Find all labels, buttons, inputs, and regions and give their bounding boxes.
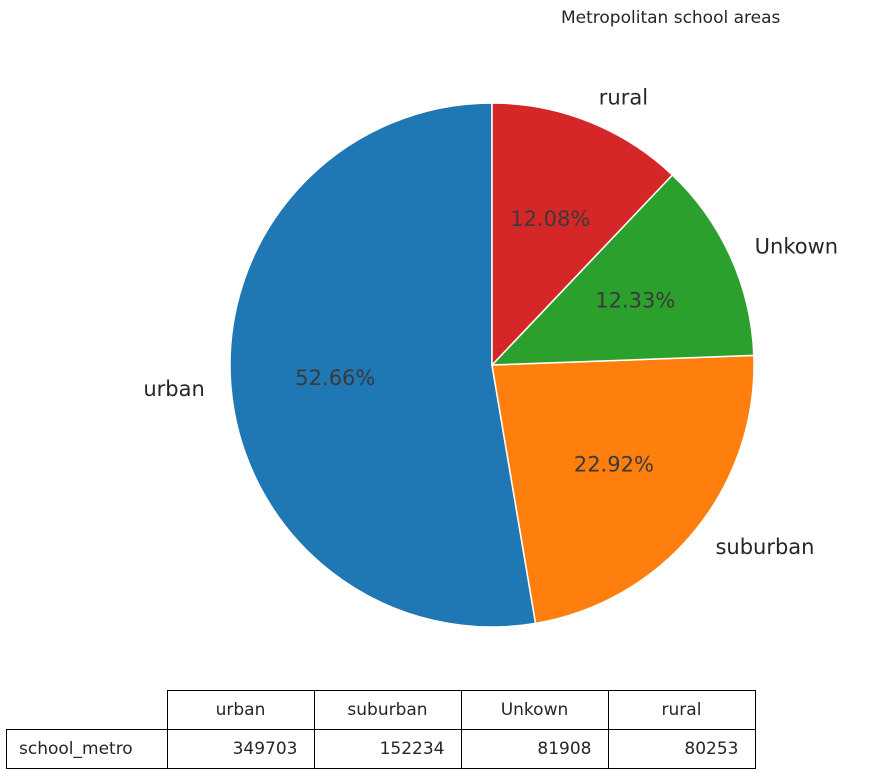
pie-slice-suburban [491,354,755,625]
data-table: urban suburban Unkown rural school_metro… [6,690,756,769]
pie-slice-rural [491,102,674,366]
table-cell: 349703 [166,729,315,769]
pie-slices [229,102,755,628]
category-label: rural [599,85,648,109]
percent-label: 12.08% [510,207,590,231]
pie-slice-unkown [491,174,755,366]
category-label: Unkown [755,234,838,258]
pie-slice-urban [229,102,537,628]
chart-title: Metropolitan school areas [561,8,781,28]
percent-label: 12.33% [595,288,675,312]
percent-label: 52.66% [295,366,375,390]
table-row-label: school_metro [6,729,168,769]
table-col-header: urban [166,690,315,730]
percent-labels: 52.66% 22.92% 12.33% 12.08% [295,207,675,476]
table-col-header: rural [607,690,756,730]
table-corner-cell [6,690,168,730]
percent-label: 22.92% [574,452,654,476]
table-cell: 152234 [313,729,462,769]
table-header-row: urban suburban Unkown rural [6,690,756,730]
category-label: suburban [715,535,814,559]
table-row: school_metro 349703 152234 81908 80253 [6,729,756,769]
table-col-header: Unkown [460,690,609,730]
category-label: urban [143,377,204,401]
table-cell: 80253 [607,729,756,769]
pie-chart: 52.66% 22.92% 12.33% 12.08% urban suburban Un… [143,85,838,628]
category-labels: urban suburban Unkown rural [143,85,838,559]
table-cell: 81908 [460,729,609,769]
table-col-header: suburban [313,690,462,730]
